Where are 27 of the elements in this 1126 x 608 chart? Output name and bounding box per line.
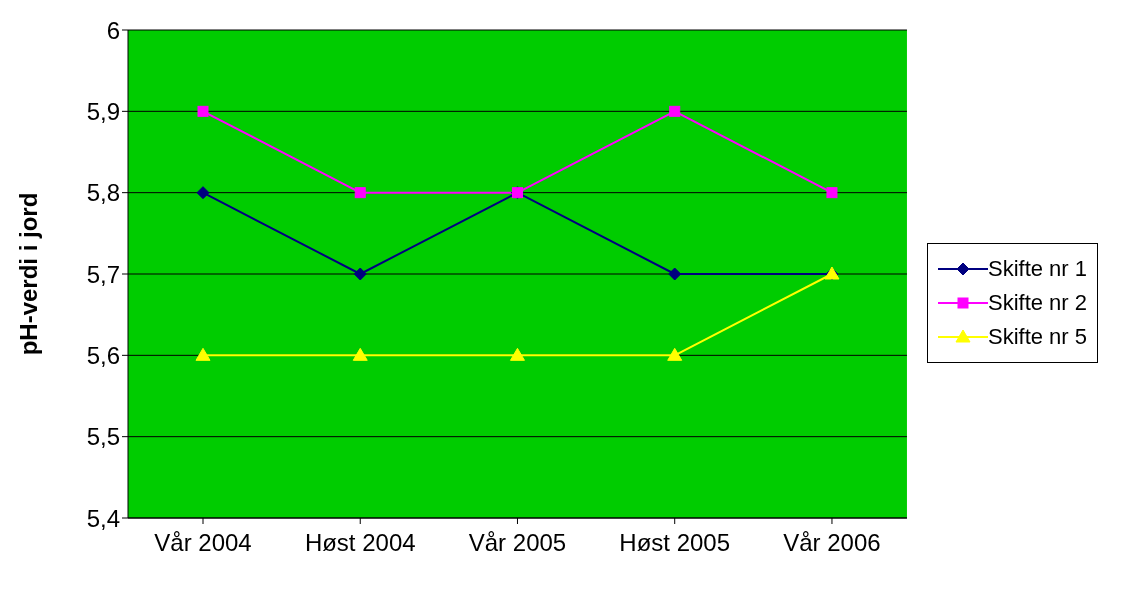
- point: [353, 267, 367, 281]
- y-tick-label: 5,4: [86, 504, 120, 532]
- x-tick-label: Høst 2005: [619, 529, 731, 557]
- legend-label: Skifte nr 2: [987, 290, 1087, 316]
- legend-label: Skifte nr 5: [987, 324, 1087, 350]
- point: [196, 186, 210, 200]
- x-tick-label: Vår 2006: [783, 529, 881, 557]
- y-tick-label: 5,8: [86, 179, 120, 207]
- y-tick-label: 6: [106, 16, 120, 44]
- x-tick-label: Vår 2004: [154, 529, 252, 557]
- y-axis-title: pH-verdi i jord: [14, 192, 42, 356]
- point: [354, 187, 366, 199]
- y-tick-label: 5,7: [86, 260, 120, 288]
- point: [197, 105, 209, 117]
- legend-label: Skifte nr 1: [987, 256, 1087, 282]
- point: [668, 267, 682, 281]
- point: [669, 105, 681, 117]
- point: [352, 347, 368, 361]
- x-tick-label: Vår 2005: [468, 529, 567, 557]
- y-tick-label: 5,9: [86, 97, 120, 125]
- y-tick-label: 5,6: [86, 341, 120, 369]
- point: [195, 347, 211, 361]
- point: [509, 347, 525, 361]
- x-tick-label: Høst 2004: [304, 529, 416, 557]
- point: [667, 347, 683, 361]
- y-tick-label: 5,5: [86, 423, 120, 451]
- point: [826, 187, 838, 199]
